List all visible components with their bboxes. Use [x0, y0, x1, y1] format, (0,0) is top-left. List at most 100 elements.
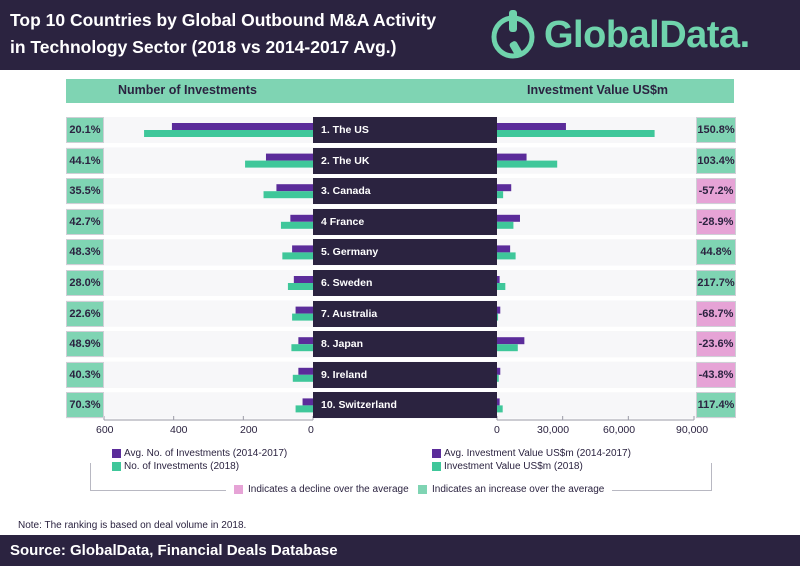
country-label: 5. Germany — [313, 239, 497, 266]
investment-value-change: -68.7% — [696, 300, 736, 327]
title-bar — [0, 0, 800, 70]
country-name: 6. Sweden — [321, 277, 373, 289]
legend-label: Avg. No. of Investments (2014-2017) — [124, 448, 288, 459]
increase-key-swatch — [418, 485, 427, 494]
country-name: 3. Canada — [321, 185, 371, 198]
bar-value-2018 — [497, 374, 499, 382]
bar-avg-investments — [171, 123, 313, 130]
increase-key-label: Indicates an increase over the average — [432, 484, 605, 495]
globaldata-logo: GlobalData. — [488, 8, 793, 62]
investment-value-change: -23.6% — [696, 331, 736, 358]
left-tick-label: 0 — [308, 424, 314, 436]
decline-key-swatch — [234, 485, 243, 494]
investment-count-change: 44.1% — [66, 147, 104, 174]
left-panel-header: Number of Investments — [118, 83, 257, 97]
investment-count-change: 40.3% — [66, 361, 104, 388]
bar-investments-2018 — [292, 313, 313, 321]
bar-avg-value — [497, 398, 500, 406]
bar-value-2018 — [497, 191, 504, 199]
country-name: 2. The UK — [321, 154, 370, 167]
source-text: Source: GlobalData, Financial Deals Data… — [10, 542, 338, 559]
country-label: 1. The US — [313, 117, 497, 143]
bar-avg-value — [497, 123, 566, 130]
bar-investments-2018 — [292, 374, 313, 382]
country-name: 1. The US — [321, 124, 369, 136]
bar-avg-investments — [276, 184, 313, 192]
country-label: 4 France — [313, 208, 497, 235]
bar-avg-value — [497, 337, 525, 345]
bar-value-2018 — [497, 405, 503, 413]
investment-count-change: 22.6% — [66, 300, 104, 327]
bar-avg-value — [497, 367, 501, 375]
country-name: 9. Ireland — [321, 368, 368, 381]
footnote: Note: The ranking is based on deal volum… — [18, 520, 247, 531]
bar-avg-investments — [292, 245, 313, 253]
country-label: 9. Ireland — [313, 361, 497, 388]
country-label: 3. Canada — [313, 178, 497, 205]
country-name: 10. Switzerland — [321, 399, 397, 412]
investment-count-change: 42.7% — [66, 208, 104, 235]
bar-investments-2018 — [144, 130, 313, 137]
investment-count-change: 70.3% — [66, 392, 104, 419]
bar-avg-value — [497, 214, 520, 222]
bar-avg-investments — [302, 398, 313, 406]
right-tick-label: 90,000 — [676, 424, 709, 436]
decline-key-label: Indicates a decline over the average — [248, 484, 409, 495]
bar-value-2018 — [497, 252, 516, 260]
bar-investments-2018 — [291, 344, 313, 352]
bar-value-2018 — [497, 283, 506, 290]
legend-swatch — [432, 462, 441, 471]
investment-value-change: -43.8% — [696, 361, 736, 388]
legend-label: Avg. Investment Value US$m (2014-2017) — [444, 448, 631, 459]
left-tick-label: 600 — [96, 424, 114, 436]
bar-value-2018 — [497, 221, 514, 229]
country-label: 7. Australia — [313, 300, 497, 327]
bar-avg-investments — [265, 153, 313, 161]
bar-avg-investments — [298, 367, 313, 375]
legend-swatch — [112, 449, 121, 458]
country-label: 2. The UK — [313, 147, 497, 174]
chart-title: Top 10 Countries by Global Outbound M&A … — [10, 7, 480, 61]
legend-swatch — [432, 449, 441, 458]
panel-header-band — [66, 79, 734, 103]
left-tick-label: 200 — [240, 424, 258, 436]
bar-avg-investments — [293, 276, 313, 283]
investment-value-change: 117.4% — [696, 392, 736, 419]
bar-avg-investments — [298, 337, 313, 345]
right-tick-label: 0 — [494, 424, 500, 436]
investment-value-change: 150.8% — [696, 117, 736, 143]
investment-value-change: 217.7% — [696, 270, 736, 296]
bar-avg-value — [497, 245, 511, 253]
investment-value-change: -28.9% — [696, 208, 736, 235]
bar-investments-2018 — [245, 160, 313, 168]
bar-investments-2018 — [263, 191, 313, 199]
investment-value-change: 44.8% — [696, 239, 736, 266]
legend-label: Investment Value US$m (2018) — [444, 461, 583, 472]
bar-avg-investments — [290, 214, 313, 222]
bar-value-2018 — [497, 313, 499, 321]
logo-wordmark: GlobalData. — [544, 14, 750, 56]
country-name: 5. Germany — [321, 246, 379, 259]
right-tick-label: 30,000 — [537, 424, 570, 436]
country-label: 6. Sweden — [313, 270, 497, 296]
legend-swatch — [112, 462, 121, 471]
title-line-1: Top 10 Countries by Global Outbound M&A … — [10, 10, 437, 30]
bar-value-2018 — [497, 130, 655, 137]
title-line-2: in Technology Sector (2018 vs 2014-2017 … — [10, 37, 397, 57]
legend-label: No. of Investments (2018) — [124, 461, 240, 472]
country-label: 10. Switzerland — [313, 392, 497, 419]
right-panel-header: Investment Value US$m — [527, 83, 669, 97]
left-tick-label: 400 — [170, 424, 188, 436]
investment-count-change: 48.9% — [66, 331, 104, 358]
country-name: 4 France — [321, 215, 365, 228]
investment-count-change: 48.3% — [66, 239, 104, 266]
bar-investments-2018 — [282, 252, 313, 260]
logo-mark-icon — [491, 10, 535, 59]
source-bar — [0, 535, 800, 566]
country-label: 8. Japan — [313, 331, 497, 358]
bar-value-2018 — [497, 160, 558, 168]
investment-count-change: 28.0% — [66, 270, 104, 296]
bar-avg-value — [497, 184, 512, 192]
bar-avg-value — [497, 153, 527, 161]
bar-avg-investments — [295, 306, 313, 314]
